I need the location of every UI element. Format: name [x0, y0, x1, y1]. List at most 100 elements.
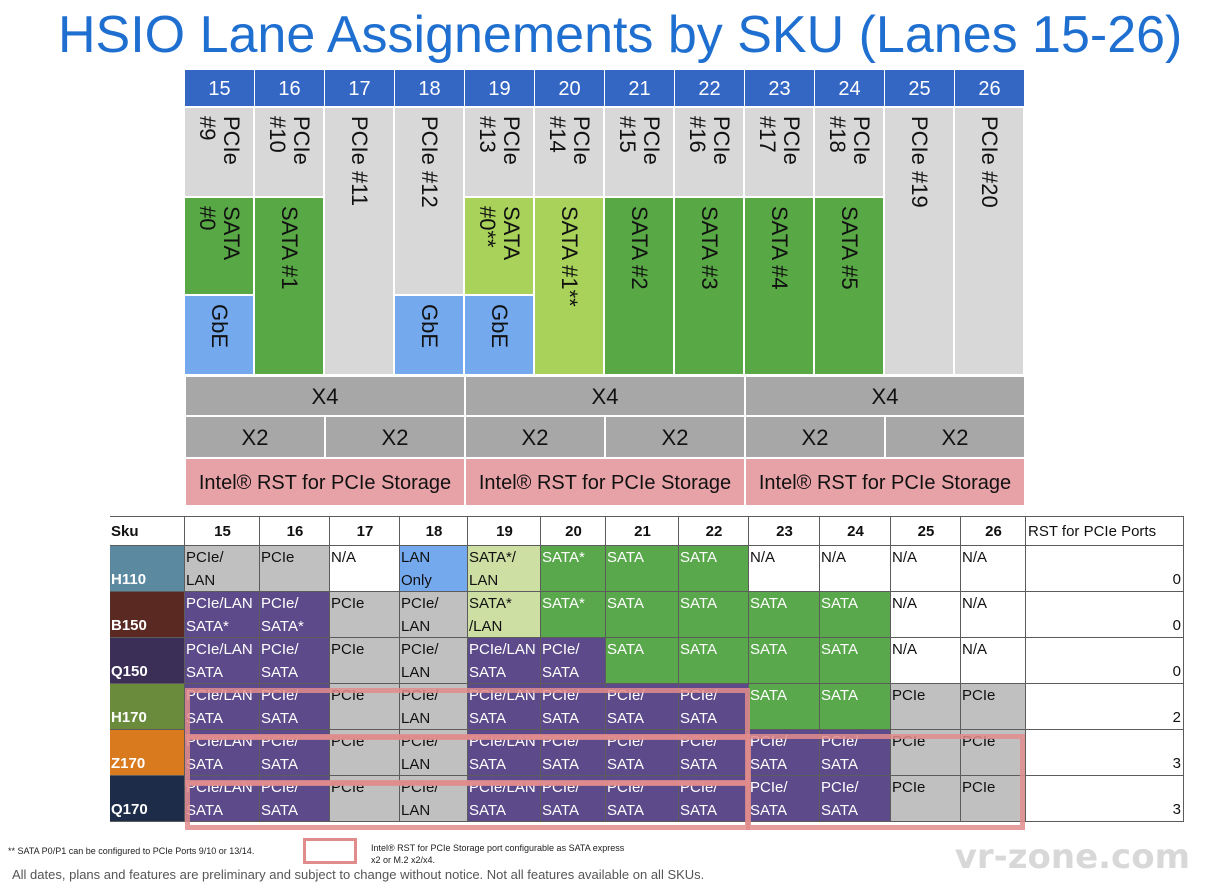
- lane-cell: N/A: [891, 546, 961, 592]
- lane-cell: PCIe/LAN SATA: [185, 638, 260, 684]
- pcie-block-label: PCIe #14: [545, 116, 594, 165]
- lane-number: 17: [325, 70, 395, 106]
- lane-cell: N/A: [891, 592, 961, 638]
- sata-block: SATA #4: [745, 198, 815, 376]
- lane-cell: SATA: [820, 592, 891, 638]
- sata-block: SATA #0: [185, 198, 255, 296]
- disclaimer: All dates, plans and features are prelim…: [12, 867, 705, 882]
- pcie-block-label: PCIe #20: [977, 116, 1002, 208]
- pcie-block-label: PCIe #11: [347, 116, 372, 207]
- lane-header: 17: [330, 516, 400, 546]
- sata-block: SATA #3: [675, 198, 745, 376]
- pcie-block: PCIe #15: [605, 108, 675, 198]
- lane-cell: PCIe: [330, 592, 400, 638]
- lane-cell: PCIe: [961, 776, 1026, 822]
- lane-cell: PCIe/LAN SATA*: [185, 592, 260, 638]
- lane-number: 19: [465, 70, 535, 106]
- pcie-block: PCIe #14: [535, 108, 605, 198]
- lane-cell: SATA: [606, 546, 679, 592]
- rst-ports-value: 0: [1026, 638, 1184, 684]
- lane-cell: N/A: [749, 546, 820, 592]
- sata-block-label: SATA #2: [627, 206, 652, 290]
- sku-name: Q170: [110, 776, 185, 822]
- rst-highlight-box: [185, 780, 750, 830]
- lane-cell: PCIe/ SATA: [820, 776, 891, 822]
- lane-cell: PCIe/ SATA: [749, 776, 820, 822]
- lane-cell: SATA: [606, 638, 679, 684]
- lane-number: 15: [185, 70, 255, 106]
- lane-cell: N/A: [961, 638, 1026, 684]
- lane-cell: SATA: [749, 592, 820, 638]
- lane-cell: SATA: [820, 684, 891, 730]
- lane-header: 20: [541, 516, 606, 546]
- rst-ports-value: 2: [1026, 684, 1184, 730]
- pcie-block: PCIe #18: [815, 108, 885, 198]
- rst-legend-swatch: [303, 838, 357, 864]
- lane-cell: N/A: [961, 592, 1026, 638]
- x2-bar: X2: [745, 416, 885, 458]
- footnote-rst-line1: Intel® RST for PCIe Storage port configu…: [371, 843, 625, 853]
- pcie-block-label: PCIe #16: [685, 116, 734, 165]
- lane-number: 16: [255, 70, 325, 106]
- x4-bar: X4: [185, 376, 465, 416]
- pcie-block-label: PCIe #18: [825, 116, 874, 165]
- sata-block-label: SATA #4: [767, 206, 792, 290]
- lane-cell: SATA*: [541, 592, 606, 638]
- lane-number: 26: [955, 70, 1025, 106]
- lane-cell: PCIe/ LAN: [185, 546, 260, 592]
- pcie-block: PCIe #12: [395, 108, 465, 296]
- lane-number: 21: [605, 70, 675, 106]
- pcie-block-label: PCIe #17: [755, 116, 804, 165]
- x2-bar: X2: [605, 416, 745, 458]
- lane-header: 22: [679, 516, 749, 546]
- lane-header: 19: [468, 516, 541, 546]
- sata-block: SATA #0**: [465, 198, 535, 296]
- lane-header: 23: [749, 516, 820, 546]
- lane-cell: SATA*: [541, 546, 606, 592]
- footnote-rst-line2: x2 or M.2 x2/x4.: [371, 855, 436, 865]
- lane-cell: PCIe: [891, 776, 961, 822]
- sata-block-label: SATA #0**: [475, 206, 524, 261]
- pcie-block: PCIe #10: [255, 108, 325, 198]
- sata-block: SATA #1**: [535, 198, 605, 376]
- lane-cell: PCIe/LAN SATA: [468, 638, 541, 684]
- sata-block-label: SATA #3: [697, 206, 722, 290]
- rst-ports-value: 0: [1026, 546, 1184, 592]
- x2-bar: X2: [325, 416, 465, 458]
- pcie-block-label: PCIe #13: [475, 116, 524, 165]
- lane-cell: PCIe/ SATA: [260, 638, 330, 684]
- pcie-block-label: PCIe #10: [265, 116, 314, 165]
- lane-cell: SATA: [679, 546, 749, 592]
- sata-block-label: SATA #0: [195, 206, 244, 261]
- lane-number: 20: [535, 70, 605, 106]
- lane-cell: N/A: [961, 546, 1026, 592]
- sku-name: B150: [110, 592, 185, 638]
- lane-cell: SATA*/ LAN: [468, 546, 541, 592]
- x2-bar: X2: [185, 416, 325, 458]
- x4-bar: X4: [745, 376, 1025, 416]
- x2-bar: X2: [465, 416, 605, 458]
- lane-number: 22: [675, 70, 745, 106]
- footnote-sata: ** SATA P0/P1 can be configured to PCIe …: [8, 846, 255, 856]
- pcie-block: PCIe #16: [675, 108, 745, 198]
- gbe-block: GbE: [395, 296, 465, 376]
- sata-block: SATA #5: [815, 198, 885, 376]
- lane-header: 16: [260, 516, 330, 546]
- lane-cell: LAN Only: [400, 546, 468, 592]
- lane-header: 15: [185, 516, 260, 546]
- lane-header: 26: [961, 516, 1026, 546]
- lane-cell: PCIe/ SATA: [541, 638, 606, 684]
- rst-bar: Intel® RST for PCIe Storage: [745, 458, 1025, 506]
- lane-header: 18: [400, 516, 468, 546]
- pcie-block: PCIe #20: [955, 108, 1025, 376]
- sku-name: Z170: [110, 730, 185, 776]
- sata-block-label: SATA #5: [837, 206, 862, 290]
- pcie-block-label: PCIe #15: [615, 116, 664, 165]
- lane-number: 24: [815, 70, 885, 106]
- sata-block-label: SATA #1**: [557, 206, 582, 307]
- lane-number: 25: [885, 70, 955, 106]
- lane-cell: SATA: [749, 684, 820, 730]
- rst-ports-value: 3: [1026, 730, 1184, 776]
- lane-cell: PCIe: [961, 684, 1026, 730]
- pcie-block-label: PCIe #19: [907, 116, 932, 208]
